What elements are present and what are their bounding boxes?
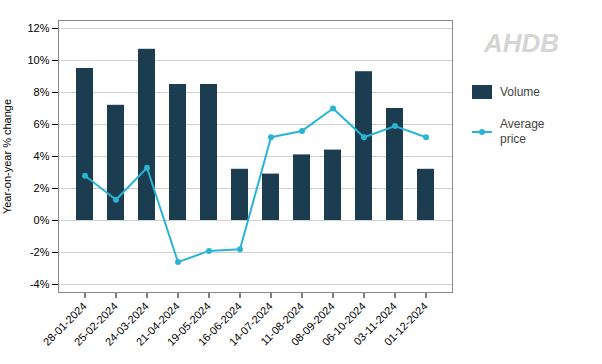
svg-text:28-01-2024: 28-01-2024 xyxy=(40,299,89,348)
svg-text:10%: 10% xyxy=(27,54,49,66)
html-text:Volume: Volume xyxy=(500,85,540,99)
svg-text:24-03-2024: 24-03-2024 xyxy=(102,299,151,348)
svg-text:19-05-2024: 19-05-2024 xyxy=(164,299,213,348)
svg-text:-2%: -2% xyxy=(30,246,50,258)
svg-text:8%: 8% xyxy=(34,86,50,98)
svg-text:14-07-2024: 14-07-2024 xyxy=(226,299,275,348)
svg-text:11-08-2024: 11-08-2024 xyxy=(258,299,306,348)
svg-text:08-09-2024: 08-09-2024 xyxy=(288,299,337,348)
svg-text:2%: 2% xyxy=(34,182,50,194)
svg-text:Year-on-year % change: Year-on-year % change xyxy=(1,99,13,214)
svg-text:21-04-2024: 21-04-2024 xyxy=(133,299,182,348)
svg-text:-4%: -4% xyxy=(30,278,50,290)
svg-text:6%: 6% xyxy=(34,118,50,130)
svg-text:25-02-2024: 25-02-2024 xyxy=(71,299,120,348)
svg-text:03-11-2024: 03-11-2024 xyxy=(351,299,399,348)
svg-text:16-06-2024: 16-06-2024 xyxy=(195,299,244,348)
svg-text:0%: 0% xyxy=(34,214,50,226)
html-text:Average price: Average price xyxy=(500,117,545,146)
svg-text:01-12-2024: 01-12-2024 xyxy=(382,300,430,348)
svg-text:06-10-2024: 06-10-2024 xyxy=(319,299,368,348)
svg-text:12%: 12% xyxy=(27,22,49,34)
svg-text:4%: 4% xyxy=(34,150,50,162)
html-text:AHDB: AHDB xyxy=(484,28,560,58)
